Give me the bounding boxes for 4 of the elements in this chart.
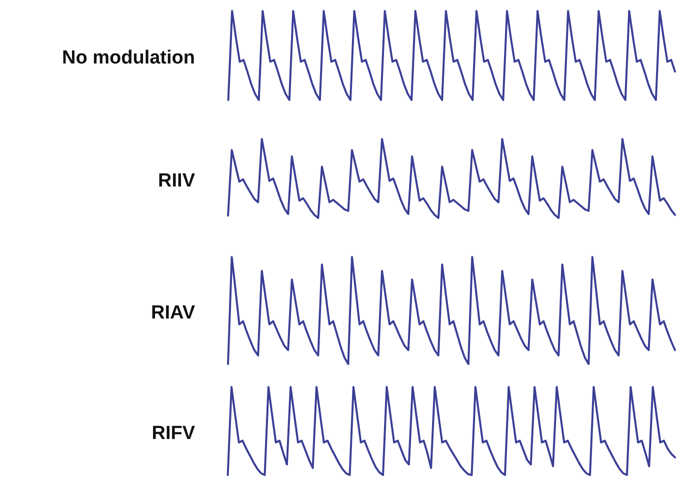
- text: RIIV: [158, 170, 196, 192]
- text: RIFV: [152, 423, 196, 444]
- text: RIAV: [151, 302, 196, 324]
- text: No modulation: [62, 48, 195, 68]
